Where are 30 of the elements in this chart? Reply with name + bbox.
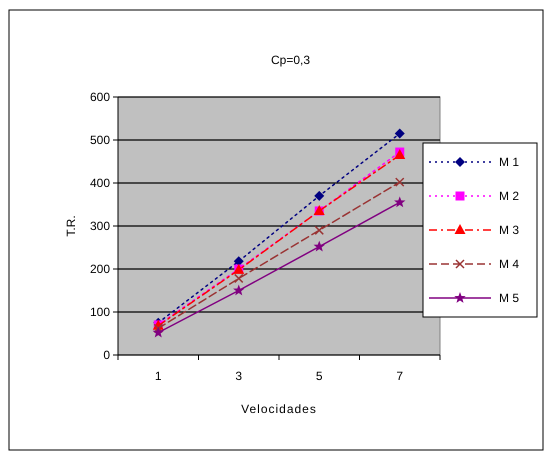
y-axis-title: T.R. (64, 215, 78, 237)
y-tick-label: 100 (90, 305, 110, 320)
point (394, 128, 405, 139)
y-tick-label: 200 (90, 262, 110, 276)
point (314, 226, 324, 236)
x-tick-label: 5 (316, 369, 323, 383)
legend-key: M 2 (429, 189, 520, 204)
y-tick-label: 600 (90, 90, 110, 104)
x-tick-label: 3 (235, 369, 242, 383)
x-axis-title: Velocidades (241, 402, 317, 416)
point (152, 326, 164, 338)
point (394, 196, 406, 208)
y-tick-label: 500 (90, 133, 110, 148)
x-tick-label: 7 (396, 369, 404, 383)
point (314, 240, 325, 252)
point (234, 274, 244, 284)
point (154, 324, 163, 334)
point (233, 284, 244, 296)
y-tick-label: 400 (90, 176, 110, 190)
point (395, 177, 404, 187)
legend-key: M 3 (429, 223, 520, 238)
x-tick-label: 1 (154, 369, 162, 383)
y-tick-label: 300 (90, 219, 110, 234)
point (314, 190, 324, 201)
y-tick-label: 0 (103, 348, 110, 362)
point (394, 149, 406, 160)
legend-key: M 5 (429, 291, 520, 306)
legend-key: M 1 (429, 155, 520, 170)
chart-title: Cp=0,3 (270, 53, 310, 67)
legend-key: M 4 (429, 257, 520, 272)
